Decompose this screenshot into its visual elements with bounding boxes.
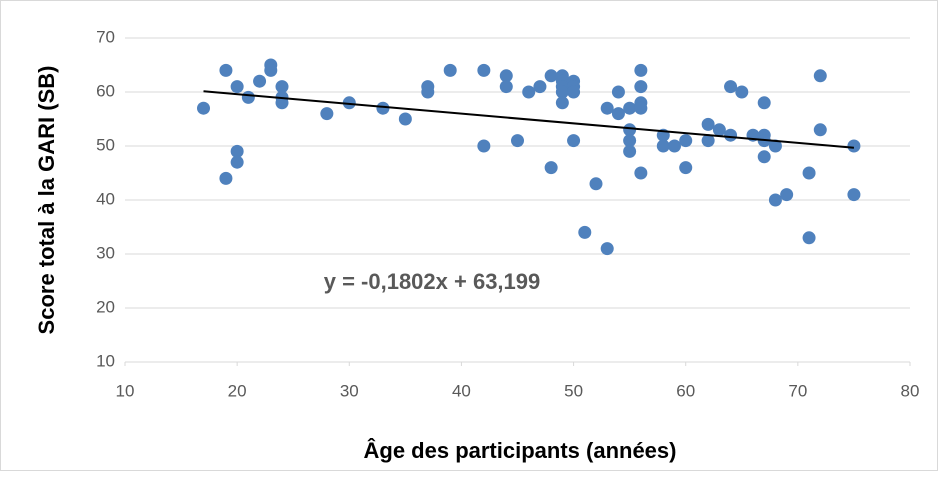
point xyxy=(634,166,648,180)
x-tick-label: 10 xyxy=(116,381,135,400)
trendline-equation: y = -0,1802x + 63,199 xyxy=(324,269,541,294)
x-axis-label: Âge des participants (années) xyxy=(364,438,677,463)
point xyxy=(533,80,547,94)
point xyxy=(712,123,726,137)
x-tick-label: 80 xyxy=(901,381,920,400)
point xyxy=(443,63,457,77)
y-tick-label: 60 xyxy=(96,81,115,100)
point xyxy=(656,139,670,153)
point xyxy=(477,139,491,153)
x-tick-label: 70 xyxy=(788,381,807,400)
point xyxy=(567,85,581,99)
point xyxy=(421,85,435,99)
point xyxy=(589,177,603,191)
point xyxy=(802,231,816,245)
x-tick-label: 20 xyxy=(228,381,247,400)
point xyxy=(275,80,289,94)
point xyxy=(701,117,715,131)
point xyxy=(611,85,625,99)
point xyxy=(679,161,693,175)
point xyxy=(320,107,334,121)
point xyxy=(578,225,592,239)
trendline xyxy=(203,90,855,149)
point xyxy=(623,144,637,158)
point xyxy=(567,134,581,148)
point xyxy=(219,63,233,77)
point xyxy=(230,80,244,94)
point xyxy=(668,139,681,153)
y-tick-label: 20 xyxy=(96,297,115,316)
point xyxy=(376,101,390,115)
point xyxy=(230,155,244,169)
point xyxy=(634,101,648,115)
point xyxy=(757,96,771,110)
point xyxy=(724,128,738,142)
point xyxy=(600,101,614,115)
y-tick-label: 50 xyxy=(96,135,115,154)
point xyxy=(847,188,861,202)
x-tick-label: 50 xyxy=(564,381,583,400)
point xyxy=(264,63,278,77)
point xyxy=(768,139,782,153)
x-tick-label: 60 xyxy=(676,381,695,400)
point xyxy=(197,101,210,115)
point xyxy=(813,69,827,83)
point xyxy=(724,80,738,94)
point xyxy=(522,85,536,99)
point xyxy=(768,193,782,207)
point xyxy=(600,242,614,256)
point xyxy=(555,96,569,110)
point xyxy=(253,74,267,88)
y-tick-label: 10 xyxy=(96,351,115,370)
point xyxy=(275,96,289,110)
point xyxy=(634,80,648,94)
point xyxy=(398,112,412,126)
y-tick-label: 30 xyxy=(96,243,115,262)
point xyxy=(499,80,513,94)
point xyxy=(813,123,827,137)
point xyxy=(623,134,637,148)
point xyxy=(544,69,558,83)
y-tick-label: 70 xyxy=(96,27,115,46)
point xyxy=(802,166,816,180)
point xyxy=(477,63,491,77)
point xyxy=(679,134,693,148)
point xyxy=(634,63,648,77)
point xyxy=(241,90,255,104)
x-tick-label: 40 xyxy=(452,381,471,400)
point xyxy=(623,123,637,137)
point xyxy=(230,144,244,158)
point xyxy=(701,134,715,148)
y-axis-label: Score total à la GARI (SB) xyxy=(34,66,59,335)
point xyxy=(623,101,637,115)
point xyxy=(735,85,749,99)
y-tick-label: 40 xyxy=(96,189,115,208)
point xyxy=(780,188,794,202)
point xyxy=(847,139,861,153)
point xyxy=(611,107,625,121)
point xyxy=(544,161,558,175)
x-tick-label: 30 xyxy=(340,381,359,400)
point xyxy=(342,96,356,110)
point xyxy=(219,171,233,185)
point xyxy=(555,85,569,99)
point xyxy=(499,69,513,83)
point xyxy=(757,150,771,164)
point xyxy=(511,134,524,148)
